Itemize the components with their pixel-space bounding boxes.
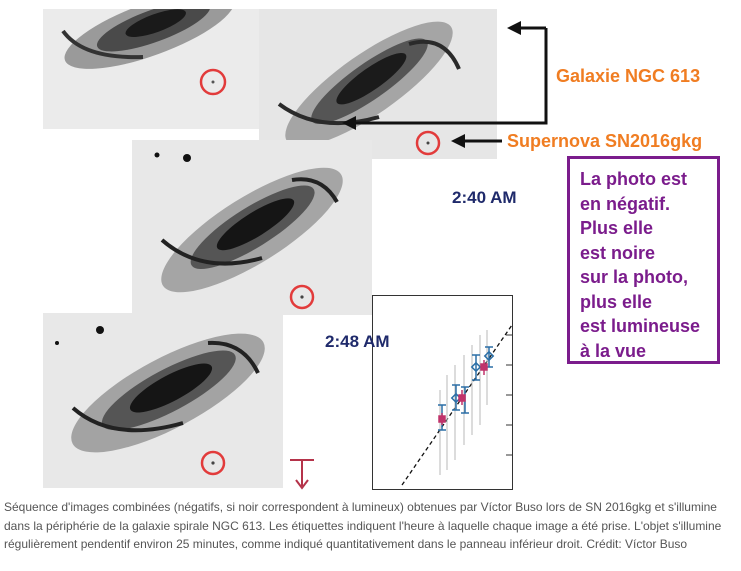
red-arrow-icon: [290, 459, 314, 490]
figure-caption: Séquence d'images combinées (négatifs, s…: [4, 500, 722, 552]
timestamp-label: 2:40 AM: [452, 188, 517, 207]
light-curve-panel: [372, 295, 518, 490]
negative-photo-note: La photo est en négatif. Plus elle est n…: [567, 156, 720, 364]
supernova-label: Supernova SN2016gkg: [507, 131, 703, 151]
supernova-marker-1: [199, 68, 227, 96]
galaxy-photo-4: [43, 313, 283, 488]
galaxy-photo-2: [259, 9, 497, 159]
note-line: à la vue: [580, 340, 647, 361]
note-line: Plus elle: [580, 218, 654, 238]
note-line: en négatif.: [580, 193, 671, 214]
supernova-marker-2: [415, 130, 441, 156]
note-line: La photo est: [580, 169, 687, 189]
galaxy-photo-1: [43, 9, 263, 129]
supernova-marker-3: [289, 284, 315, 310]
note-line: est lumineuse: [580, 316, 701, 336]
supernova-marker-4: [200, 450, 226, 476]
note-line: plus elle: [580, 291, 653, 312]
galaxy-photo-3: [132, 140, 372, 315]
note-line: sur la photo,: [580, 267, 688, 287]
galaxy-label: Galaxie NGC 613: [556, 66, 701, 86]
timestamp-label: 2:48 AM: [325, 332, 390, 351]
note-line: est noire: [580, 242, 656, 263]
